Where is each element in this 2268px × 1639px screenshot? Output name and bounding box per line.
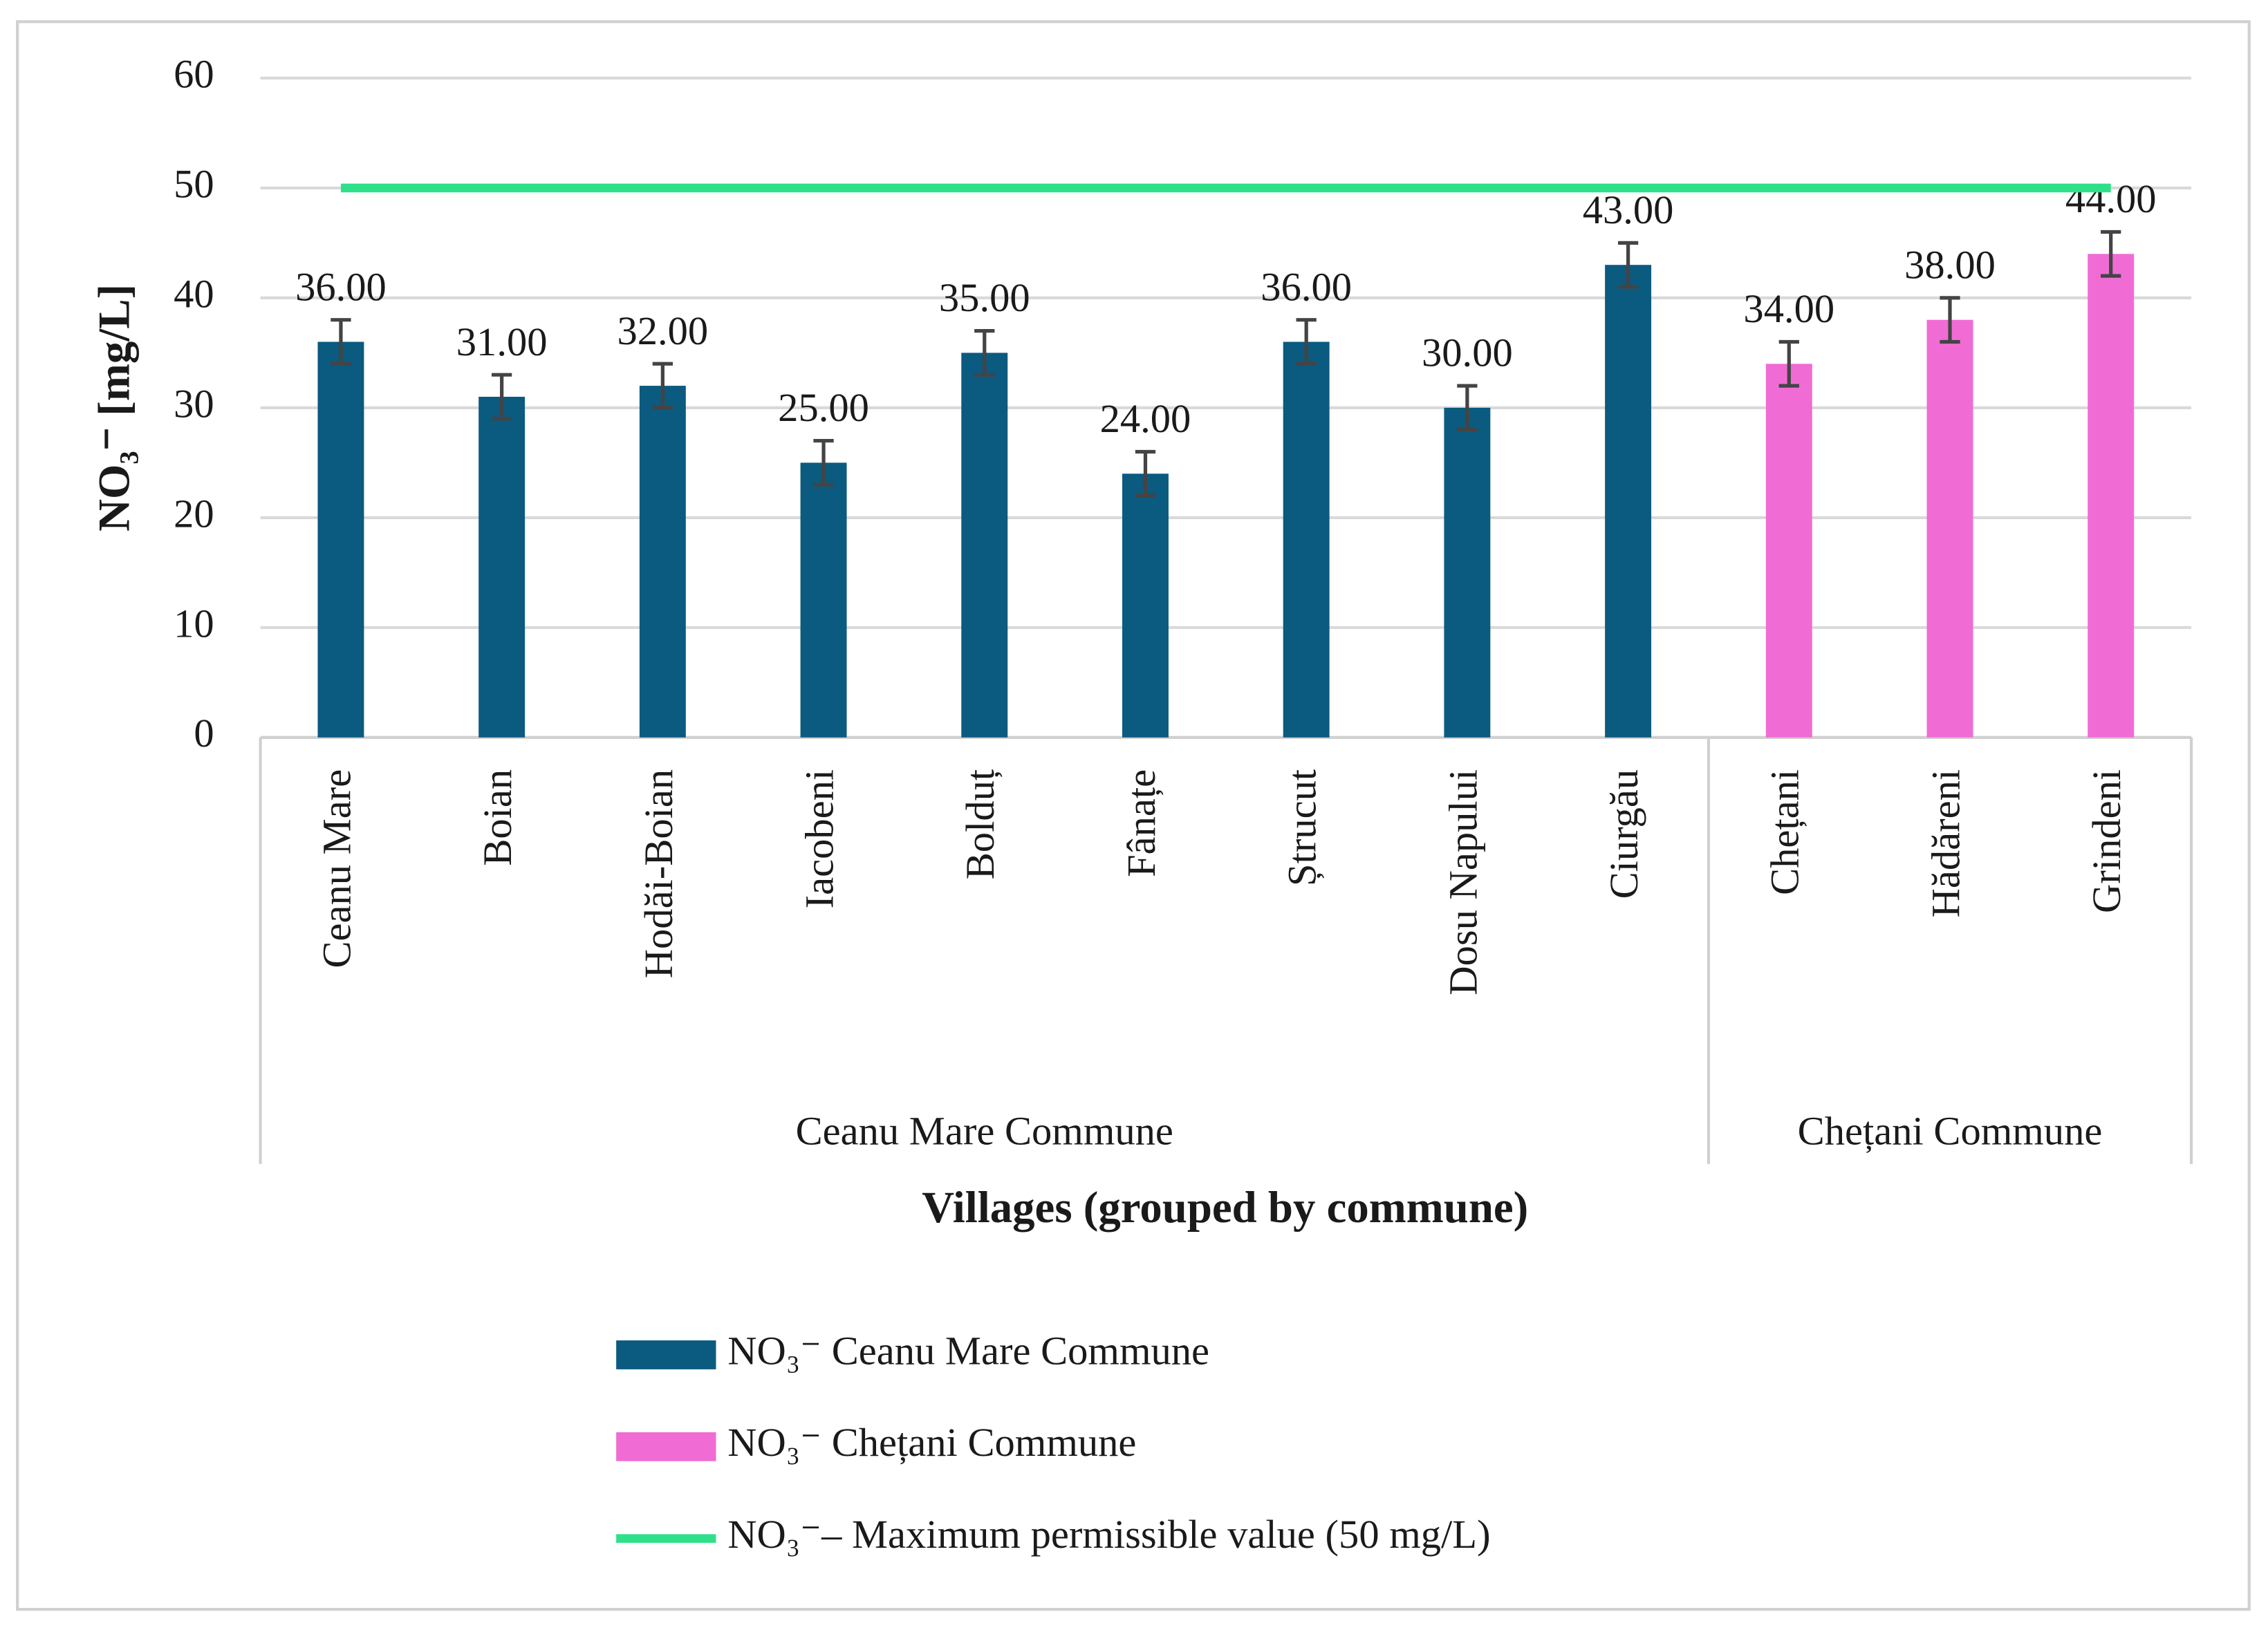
data-label: 43.00: [1583, 187, 1674, 232]
data-label: 36.00: [295, 264, 387, 309]
x-tick-label: Ștrucut: [1280, 769, 1325, 886]
data-label: 32.00: [617, 308, 708, 353]
data-label: 24.00: [1100, 396, 1191, 441]
y-tick-label: 30: [174, 381, 214, 426]
error-bar: [974, 328, 995, 377]
bar: [1122, 474, 1169, 738]
error-bar: [652, 362, 673, 410]
y-tick-label: 0: [194, 711, 214, 756]
error-bar: [813, 438, 834, 487]
data-label: 25.00: [778, 385, 869, 430]
bar: [317, 341, 364, 738]
x-tick-label: Ciurgău: [1601, 769, 1646, 899]
bar: [1926, 319, 1973, 738]
data-label: 34.00: [1743, 286, 1834, 331]
y-tick-label: 40: [174, 271, 214, 316]
data-label: 36.00: [1261, 264, 1352, 309]
error-bar: [1940, 296, 1960, 344]
y-tick-label: 20: [174, 491, 214, 536]
data-label: 35.00: [939, 275, 1030, 320]
y-axis-label: NO₃⁻ [mg/L]: [89, 284, 139, 532]
error-bar: [492, 373, 512, 421]
legend-swatch: [616, 1432, 716, 1461]
data-label: 38.00: [1904, 243, 1996, 288]
group-label: Ceanu Mare Commune: [796, 1108, 1173, 1153]
y-tick-label: 50: [174, 161, 214, 206]
bar: [639, 386, 686, 738]
error-bar: [331, 318, 351, 366]
y-tick-label: 10: [174, 601, 214, 646]
x-tick-label: Hădăreni: [1923, 769, 1968, 918]
chart-frame: [16, 20, 2251, 1611]
legend-label: NO₃⁻ Chețani Commune: [727, 1420, 1136, 1465]
bar: [961, 353, 1008, 738]
bar: [800, 462, 847, 738]
x-tick-label: Iacobeni: [797, 769, 842, 909]
data-label: 30.00: [1422, 330, 1513, 375]
x-tick-label: Bolduț: [958, 769, 1003, 879]
error-bar: [1457, 384, 1478, 432]
error-bar: [1617, 241, 1639, 289]
group-label: Chețani Commune: [1798, 1108, 2103, 1153]
bar: [2088, 254, 2135, 738]
x-tick-label: Hodăi-Boian: [636, 769, 681, 978]
x-tick-label: Chețani: [1763, 769, 1807, 895]
bar: [1605, 265, 1652, 738]
x-tick-label: Fânațe: [1119, 769, 1164, 877]
error-bar: [1135, 449, 1156, 498]
error-bar: [1296, 318, 1317, 366]
bar: [1283, 341, 1330, 738]
legend-swatch: [616, 1340, 716, 1369]
legend-label: NO₃⁻– Maximum permissible value (50 mg/L…: [727, 1512, 1490, 1557]
x-axis-label: Villages (grouped by commune): [922, 1183, 1528, 1233]
x-tick-label: Ceanu Mare: [314, 769, 359, 968]
bar: [478, 396, 526, 738]
error-bar: [2101, 230, 2121, 278]
data-label: 44.00: [2065, 176, 2157, 221]
x-tick-label: Dosu Napului: [1440, 769, 1485, 995]
bar: [1765, 364, 1812, 738]
x-tick-label: Boian: [475, 769, 520, 866]
data-label: 31.00: [456, 319, 548, 364]
x-tick-label: Grindeni: [2084, 769, 2129, 913]
error-bar: [1778, 339, 1799, 388]
y-tick-label: 60: [174, 51, 214, 96]
legend-label: NO₃⁻ Ceanu Mare Commune: [727, 1328, 1209, 1373]
bar: [1444, 407, 1491, 738]
